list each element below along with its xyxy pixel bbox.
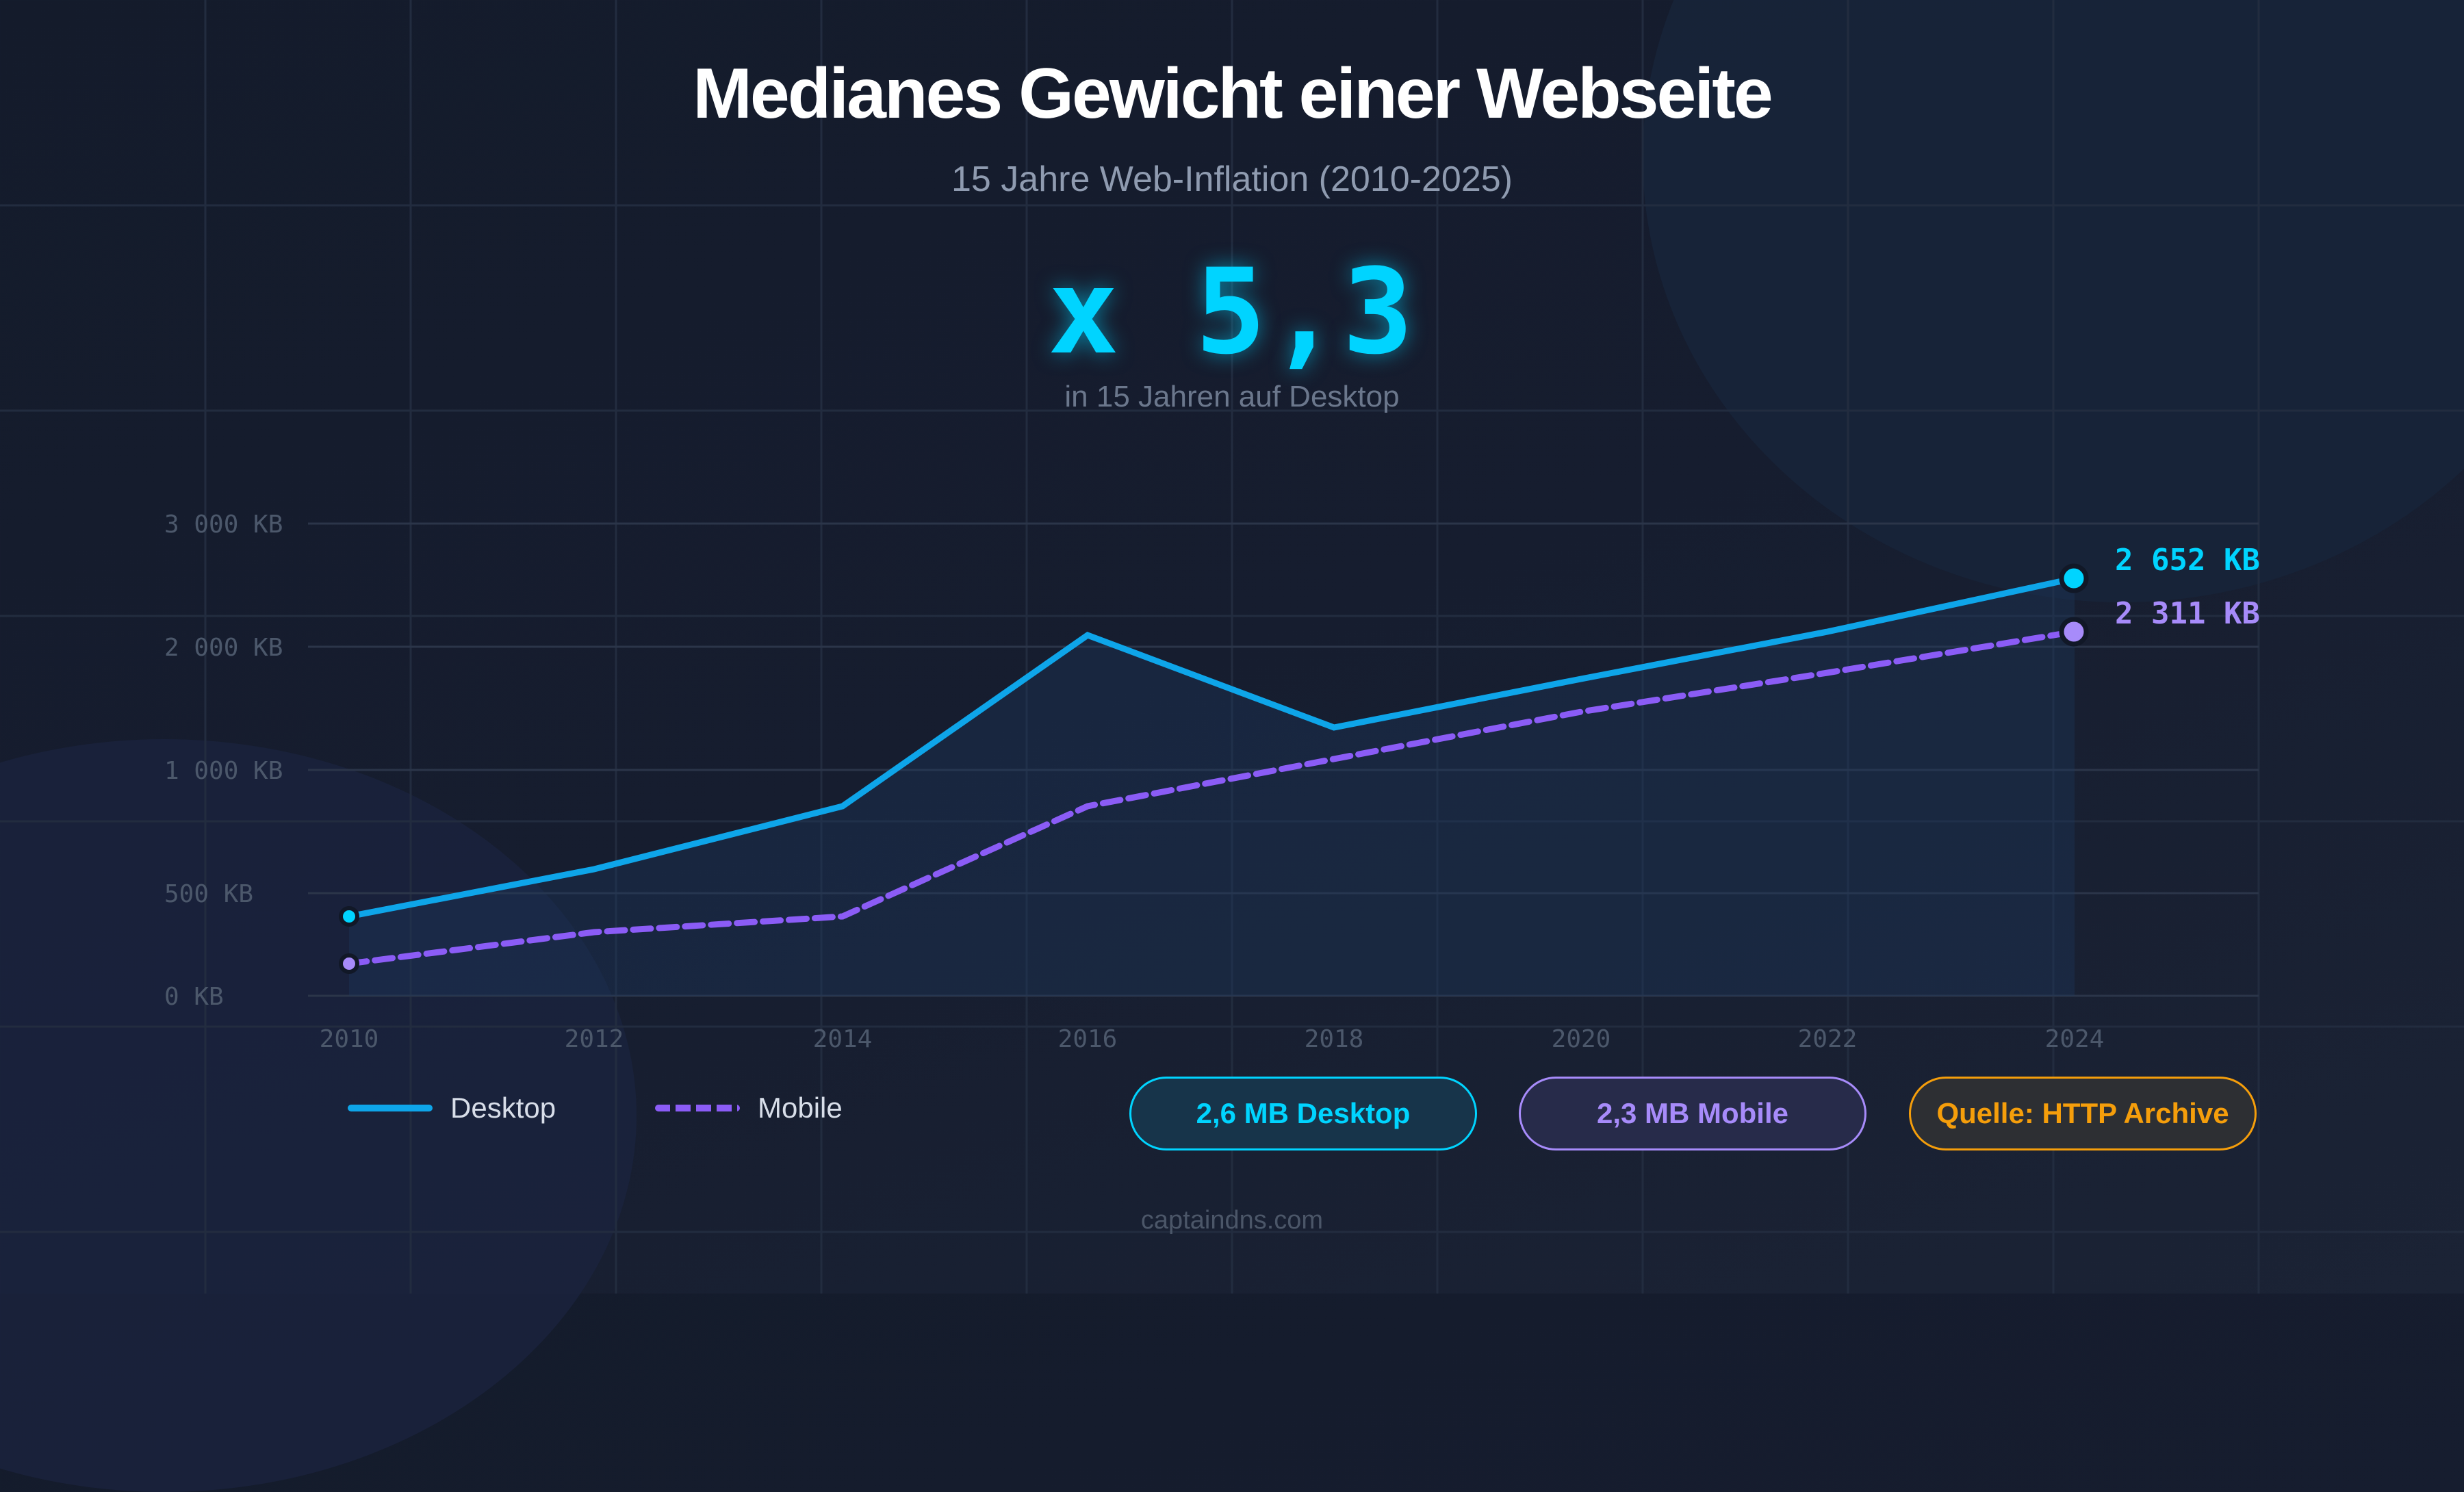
y-tick-label: 2 000 KB — [164, 634, 283, 662]
mobile-end-marker — [2059, 617, 2089, 647]
legend-desktop-label: Desktop — [450, 1092, 556, 1124]
x-tick-label: 2024 — [2045, 1025, 2105, 1053]
footer-domain: captaindns.com — [1140, 1206, 1324, 1235]
legend-mobile-label: Mobile — [758, 1092, 843, 1124]
dashed-line-icon — [655, 1105, 740, 1111]
desktop-start-marker — [339, 906, 359, 927]
line-chart: 3 000 KB 2 000 KB 1 000 KB 500 KB 0 KB 2… — [164, 511, 2260, 1053]
legend-mobile: Mobile — [655, 1092, 843, 1124]
growth-caption: in 15 Jahren auf Desktop — [1064, 380, 1400, 413]
y-tick-label: 0 KB — [164, 983, 224, 1011]
desktop-line — [348, 575, 2075, 920]
mobile-end-label: 2 311 KB — [2115, 596, 2260, 631]
desktop-size-badge: 2,6 MB Desktop — [1129, 1077, 1477, 1150]
x-tick-label: 2020 — [1552, 1025, 1611, 1053]
growth-factor: x 5,3 — [1048, 243, 1416, 381]
x-tick-label: 2018 — [1305, 1025, 1364, 1053]
mobile-line — [346, 628, 2078, 967]
legend-desktop: Desktop — [348, 1092, 556, 1124]
mobile-start-marker — [339, 953, 359, 974]
mobile-size-badge: 2,3 MB Mobile — [1519, 1077, 1866, 1150]
source-badge: Quelle: HTTP Archive — [1909, 1077, 2257, 1150]
solid-line-icon — [348, 1105, 433, 1111]
y-tick-label: 3 000 KB — [164, 511, 283, 539]
page-subtitle: 15 Jahre Web-Inflation (2010-2025) — [951, 159, 1513, 199]
y-tick-label: 500 KB — [164, 880, 253, 908]
page-title: Medianes Gewicht einer Webseite — [693, 54, 1773, 133]
x-tick-label: 2012 — [565, 1025, 624, 1053]
x-tick-label: 2022 — [1798, 1025, 1858, 1053]
x-tick-label: 2014 — [813, 1025, 873, 1053]
desktop-end-marker — [2059, 563, 2089, 593]
x-tick-label: 2016 — [1058, 1025, 1118, 1053]
x-tick-label: 2010 — [320, 1025, 379, 1053]
desktop-area — [349, 578, 2075, 996]
desktop-end-label: 2 652 KB — [2115, 543, 2260, 578]
y-tick-label: 1 000 KB — [164, 757, 283, 785]
